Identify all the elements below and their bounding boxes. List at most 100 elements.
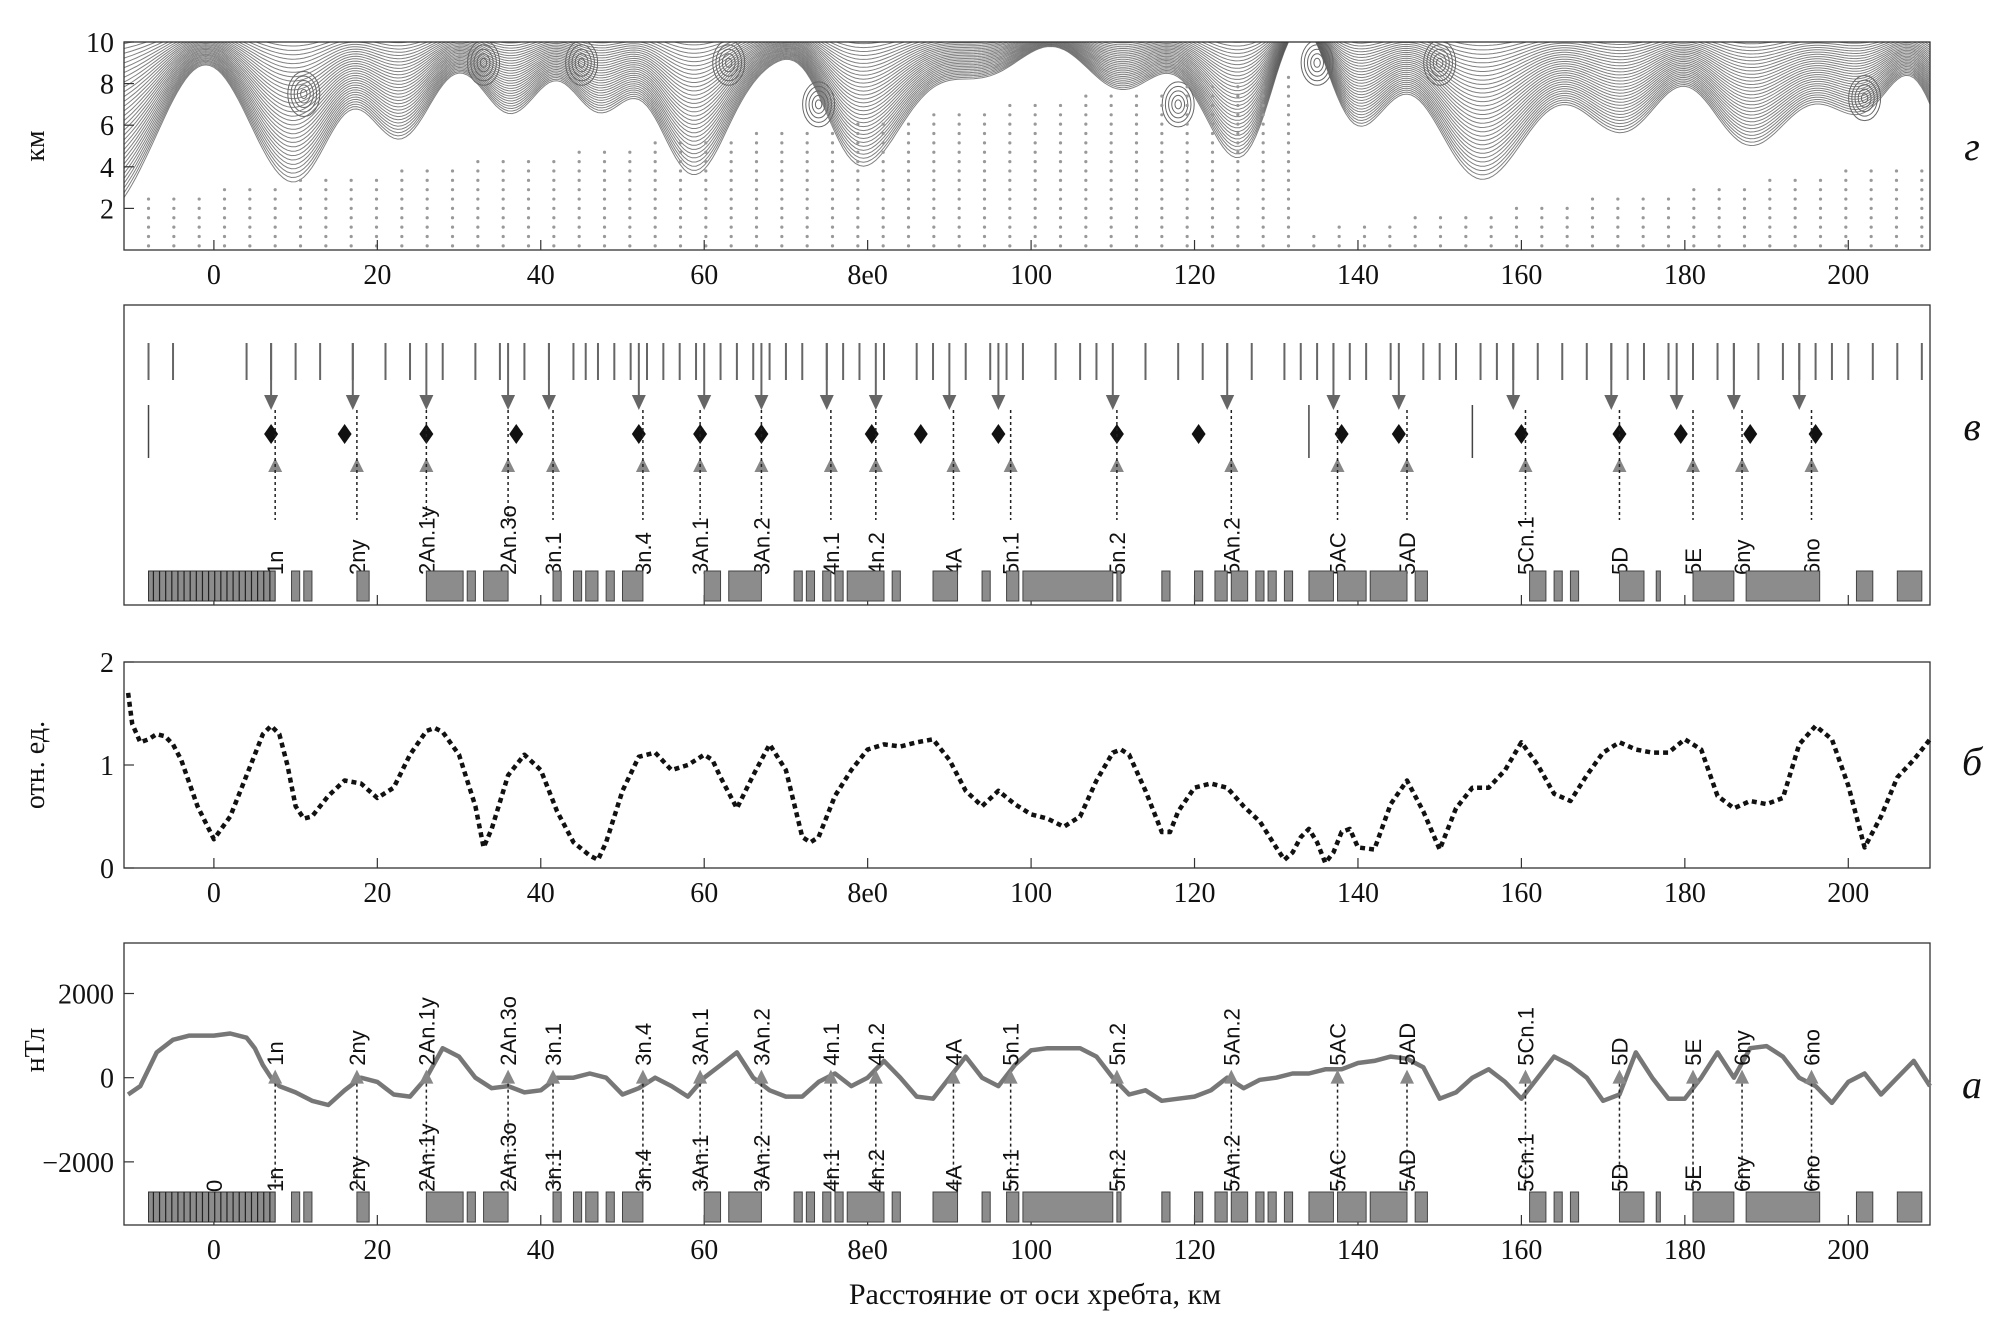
sample-dot — [501, 188, 505, 192]
polarity-block — [846, 570, 885, 602]
sample-dot — [1337, 244, 1341, 248]
sample-dot — [552, 178, 556, 182]
sample-dot — [222, 225, 227, 229]
contour-blob — [1435, 57, 1444, 68]
sample-dot — [273, 234, 277, 239]
sample-dot — [1514, 244, 1519, 248]
chron-label-bottom: 6no — [1800, 1155, 1825, 1192]
down-arrow-head — [697, 395, 712, 410]
sample-dot — [1590, 216, 1595, 220]
polarity-block — [483, 1191, 509, 1223]
sample-dot — [653, 206, 657, 210]
sample-dot — [602, 188, 607, 192]
chron-label-top: 5AD — [1395, 1023, 1420, 1066]
sample-dot — [704, 141, 708, 145]
polarity-block — [981, 1191, 991, 1223]
sample-dot — [881, 178, 885, 182]
sample-dot — [754, 131, 759, 136]
sample-dot — [1844, 178, 1848, 182]
sample-dot — [1134, 225, 1139, 229]
sample-dot — [197, 206, 201, 210]
polarity-block — [1618, 1191, 1645, 1223]
chron-label-top: 3An.2 — [749, 1008, 774, 1066]
sample-dot — [1109, 150, 1113, 154]
down-arrow-head — [1506, 395, 1521, 410]
sample-dot — [1286, 206, 1291, 210]
sample-dot — [1793, 225, 1797, 229]
sample-dot — [1438, 234, 1443, 239]
sample-dot — [1109, 131, 1113, 136]
series-line — [125, 692, 1932, 866]
sample-dot — [1210, 141, 1215, 145]
sample-dot — [248, 197, 252, 201]
sample-dot — [349, 216, 353, 220]
sample-dot — [577, 234, 581, 239]
contour-blob — [1303, 44, 1331, 82]
sample-dot — [1058, 197, 1063, 201]
contour-blob — [565, 42, 599, 86]
sample-dot — [1134, 150, 1139, 154]
sample-dot — [552, 206, 556, 210]
polarity-block — [1267, 1191, 1277, 1223]
sample-dot — [1058, 150, 1063, 154]
sample-dot — [628, 234, 632, 239]
sample-dot — [1210, 206, 1215, 210]
polarity-block — [1414, 570, 1428, 602]
contour-line — [124, 42, 1930, 198]
up-triangle-marker — [1224, 1069, 1239, 1084]
sample-dot — [349, 188, 353, 192]
sample-dot — [1666, 244, 1671, 248]
contour-blob — [476, 53, 491, 73]
sample-dot — [1185, 113, 1189, 117]
sample-dot — [1540, 244, 1544, 248]
plot-frame-g — [123, 41, 1931, 251]
sample-dot — [1464, 225, 1468, 229]
sample-dot — [982, 216, 987, 220]
sample-dot — [1869, 225, 1873, 229]
sample-dot — [982, 150, 987, 154]
sample-dot — [374, 206, 379, 210]
sample-dot — [830, 197, 835, 201]
sample-dot — [146, 206, 151, 210]
sample-dot — [577, 169, 581, 173]
sample-dot — [856, 160, 860, 164]
sample-dot — [856, 169, 860, 173]
sample-dot — [552, 234, 556, 239]
sample-dot — [400, 178, 404, 182]
sample-dot — [830, 169, 835, 173]
sample-dot — [1084, 178, 1088, 182]
sample-dot — [932, 122, 936, 126]
sample-dot — [222, 234, 227, 239]
sample-dot — [1261, 150, 1265, 154]
sample-dot — [780, 131, 784, 136]
sample-dot — [780, 178, 784, 182]
sample-dot — [552, 188, 556, 192]
sample-dot — [881, 234, 885, 239]
sample-dot — [754, 188, 759, 192]
sample-dot — [1160, 234, 1164, 239]
sample-dot — [1793, 216, 1797, 220]
down-arrow-head — [264, 395, 279, 410]
sample-dot — [1261, 141, 1265, 145]
sample-dot — [906, 216, 911, 220]
sample-dot — [1185, 206, 1189, 210]
sample-dot — [172, 225, 176, 229]
y-axis-label-a: нТл — [20, 1028, 51, 1073]
sample-dot — [1540, 216, 1544, 220]
contour-blob — [811, 94, 826, 114]
contour-line — [124, 42, 1930, 141]
sample-dot — [1185, 225, 1189, 229]
sample-dot — [1134, 131, 1139, 136]
sample-dot — [1134, 113, 1139, 117]
sample-dot — [324, 244, 328, 248]
sample-dot — [780, 141, 784, 145]
contour-line — [124, 42, 1930, 160]
x-tick-label-a: 20 — [363, 1235, 391, 1266]
sample-dot — [324, 216, 328, 220]
sample-dot — [1058, 225, 1063, 229]
chron-label-top: 1n — [263, 1041, 288, 1065]
sample-dot — [552, 216, 556, 220]
sample-dot — [1008, 244, 1012, 248]
sample-dot — [754, 160, 759, 164]
